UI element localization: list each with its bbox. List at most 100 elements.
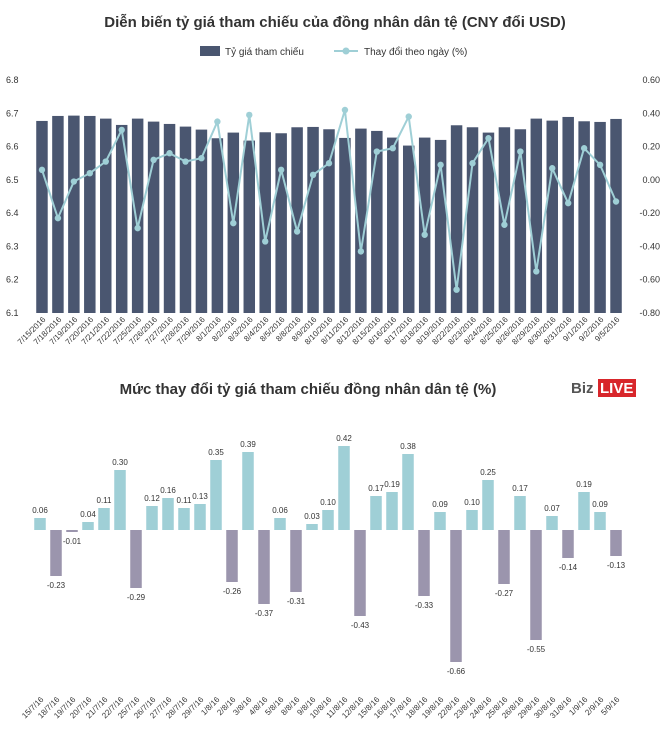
change-data-label: 0.42 xyxy=(336,434,352,443)
legend-label-line: Thay đổi theo ngày (%) xyxy=(364,46,467,58)
change-data-label: 0.19 xyxy=(384,480,400,489)
daily-change-point xyxy=(469,160,476,167)
daily-change-point xyxy=(70,178,78,185)
change-bar-positive xyxy=(34,518,46,530)
rate-bar xyxy=(339,137,351,313)
change-data-label: -0.33 xyxy=(415,601,434,610)
change-bar-positive xyxy=(370,496,382,530)
brand-live-box xyxy=(598,379,636,397)
change-bar-positive xyxy=(402,454,414,530)
rate-bar xyxy=(402,145,415,313)
change-bar-negative xyxy=(562,530,574,558)
change-data-label: 0.25 xyxy=(480,468,496,477)
rate-bar xyxy=(610,118,622,314)
daily-change-point xyxy=(246,111,253,119)
rate-bar xyxy=(530,118,543,314)
rate-bar xyxy=(466,127,479,313)
rate-bar xyxy=(147,121,160,313)
change-bar-positive xyxy=(306,524,318,530)
rate-bar xyxy=(163,123,176,314)
change-data-label: 0.09 xyxy=(592,500,608,509)
change-data-label: -0.01 xyxy=(63,537,82,546)
rate-bar xyxy=(211,138,224,313)
daily-change-point xyxy=(564,199,572,207)
y-left-tick-label: 6.6 xyxy=(6,142,19,152)
daily-change-point xyxy=(293,228,301,235)
rate-bar xyxy=(355,128,367,313)
change-data-label: 0.35 xyxy=(208,448,224,457)
change-data-label: 0.11 xyxy=(97,496,113,505)
change-bar-positive xyxy=(322,510,334,530)
change-data-label: 0.30 xyxy=(112,458,128,467)
rate-bar xyxy=(179,126,192,313)
rate-bar xyxy=(291,127,303,313)
daily-change-point xyxy=(150,156,157,164)
change-bar-positive xyxy=(434,512,446,530)
change-bar-negative xyxy=(418,530,430,596)
daily-change-point xyxy=(102,158,109,165)
daily-change-line xyxy=(38,106,620,293)
change-bar-negative xyxy=(290,530,302,592)
change-data-label: 0.16 xyxy=(160,486,176,495)
daily-change-point xyxy=(325,160,333,167)
change-bar-negative xyxy=(498,530,510,584)
change-bar-negative xyxy=(226,530,238,582)
legend-swatch-bar xyxy=(200,46,220,56)
change-data-label: 0.17 xyxy=(368,484,384,493)
rate-bar xyxy=(578,121,590,313)
change-bar-positive xyxy=(114,470,126,530)
x-axis-dates-bottom: 15/7/1618/7/1619/7/1620/7/1621/7/1622/7/… xyxy=(20,695,622,721)
change-data-label: 0.10 xyxy=(320,498,336,507)
change-data-label: -0.55 xyxy=(527,645,546,654)
daily-change-point xyxy=(596,161,604,169)
change-data-label: 0.12 xyxy=(144,494,160,503)
y-left-tick-label: 6.8 xyxy=(6,75,19,85)
daily-change-point xyxy=(166,150,173,157)
y-left-tick-label: 6.1 xyxy=(6,308,19,318)
daily-change-point xyxy=(405,113,412,120)
rate-bar xyxy=(594,121,606,313)
change-data-label: -0.23 xyxy=(47,581,66,590)
y-right-tick-label: -0.60 xyxy=(639,275,660,285)
change-bar-positive xyxy=(242,452,254,530)
change-bar-positive xyxy=(338,446,350,530)
rate-bar xyxy=(36,120,48,313)
change-bar-positive xyxy=(194,504,206,530)
change-bar-positive xyxy=(466,510,478,530)
change-data-label: 0.13 xyxy=(192,492,208,501)
change-bars xyxy=(34,446,622,662)
brand-biz-text: Biz xyxy=(571,380,594,397)
daily-change-point xyxy=(549,165,556,172)
rate-bar xyxy=(307,126,319,313)
daily-change-point xyxy=(118,126,125,134)
change-bar-negative xyxy=(450,530,462,662)
change-data-label: -0.37 xyxy=(255,609,274,618)
change-bar-positive xyxy=(98,508,110,530)
x-axis-dates: 7/15/20167/18/20167/19/20167/20/20167/21… xyxy=(16,315,622,347)
y-right-tick-label: -0.80 xyxy=(639,308,660,318)
change-data-label: 0.03 xyxy=(304,512,320,521)
change-data-label: -0.27 xyxy=(495,589,514,598)
change-data-label: 0.17 xyxy=(512,484,528,493)
y-right-tick-label: -0.40 xyxy=(639,241,660,251)
rate-bar xyxy=(115,124,128,313)
rate-bar xyxy=(418,137,431,313)
change-bar-negative xyxy=(610,530,622,556)
change-bar-negative xyxy=(530,530,542,640)
daily-change-point xyxy=(357,248,365,255)
change-bar-positive xyxy=(514,496,526,530)
daily-change-point xyxy=(453,286,460,293)
rate-bar xyxy=(259,132,271,313)
change-data-label: 0.39 xyxy=(240,440,256,449)
rate-bar xyxy=(387,137,399,313)
daily-change-point xyxy=(501,221,508,228)
y-right-tick-label: 0.60 xyxy=(642,75,660,85)
chart-title-exchange-rate: Diễn biến tỷ giá tham chiếu của đồng nhâ… xyxy=(104,14,565,31)
legend-swatch-marker xyxy=(342,47,350,55)
change-data-label: 0.10 xyxy=(464,498,480,507)
rate-bar xyxy=(450,125,463,313)
daily-change-point xyxy=(612,198,620,205)
daily-change-point xyxy=(182,158,189,165)
rate-bar xyxy=(562,116,574,313)
change-data-label: 0.07 xyxy=(544,504,560,513)
